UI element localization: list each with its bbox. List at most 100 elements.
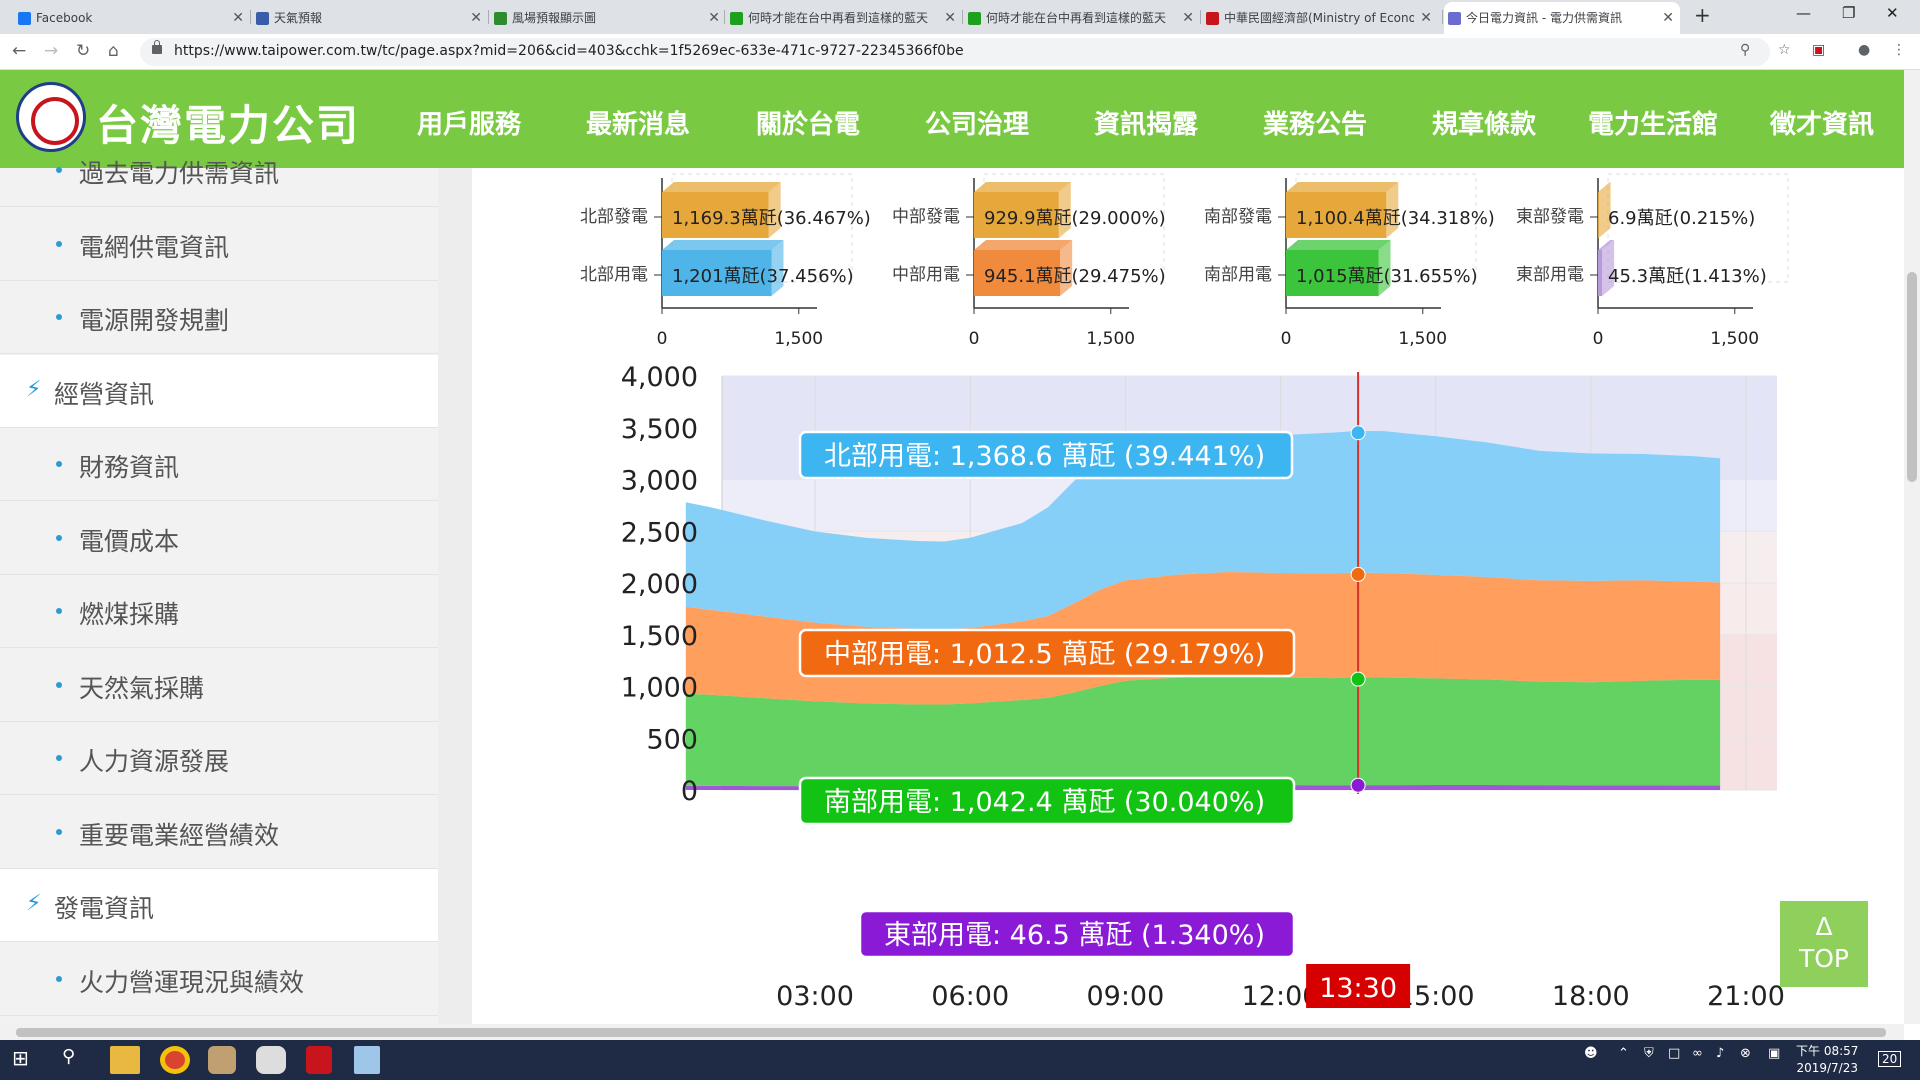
tab-close-icon[interactable]: ✕ [944, 10, 956, 26]
tab-close-icon[interactable]: ✕ [470, 10, 482, 26]
bar[interactable] [1286, 250, 1379, 296]
bullet-icon [56, 534, 62, 541]
tab-title: 天氣預報 [274, 11, 323, 25]
notification-center-icon[interactable]: 20 [1878, 1051, 1902, 1067]
bar[interactable] [662, 250, 772, 296]
new-tab-button[interactable]: + [1694, 3, 1711, 27]
sidebar-item[interactable]: 電網供電資訊 [0, 208, 438, 281]
sidebar-item[interactable]: 財務資訊 [0, 428, 438, 501]
profile-icon[interactable]: ● [1858, 42, 1871, 58]
volume-icon[interactable]: ♪ [1716, 1046, 1725, 1061]
browser-tab[interactable]: 何時才能在台中再看到這樣的藍天 ✕ [726, 2, 962, 34]
tab-favicon-icon [1448, 12, 1461, 25]
bar[interactable] [662, 192, 769, 238]
forward-icon[interactable]: → [44, 41, 59, 61]
bullet-icon [56, 461, 62, 467]
bar[interactable] [1598, 192, 1599, 238]
tab-close-icon[interactable]: ✕ [232, 10, 244, 26]
browser-tab[interactable]: Facebook ✕ [14, 2, 250, 34]
nav-menu-item[interactable]: 電力生活館 [1588, 110, 1719, 140]
tab-close-icon[interactable]: ✕ [1420, 10, 1432, 26]
network-icon[interactable]: ∞ [1692, 1046, 1703, 1061]
horizontal-scroll-thumb[interactable] [16, 1028, 1886, 1037]
app-icon[interactable] [306, 1046, 332, 1074]
vertical-scrollbar[interactable] [1904, 70, 1920, 1024]
nav-menu-item[interactable]: 最新消息 [586, 110, 691, 140]
nav-menu-item[interactable]: 業務公告 [1263, 110, 1368, 140]
x-tick-label: 18:00 [1552, 981, 1630, 1012]
ime-icon[interactable]: ▣ [1768, 1046, 1781, 1061]
app-icon[interactable] [208, 1046, 236, 1074]
tooltip-label: 南部用電: 1,042.4 萬瓩 (30.040%) [824, 787, 1265, 818]
sidebar-item[interactable]: 電價成本 [0, 502, 438, 575]
bar-3d-side [1602, 240, 1615, 296]
site-logo-text[interactable]: 台灣電力公司 [96, 101, 361, 150]
app-icon[interactable] [354, 1046, 380, 1074]
nav-menu-item[interactable]: 資訊揭露 [1094, 110, 1199, 140]
bar[interactable] [974, 192, 1059, 238]
sidebar-item[interactable]: 過去電力供需資訊 [0, 134, 438, 207]
sidebar-item-label: 電網供電資訊 [79, 232, 230, 262]
lightning-icon: ⚡ [26, 376, 42, 402]
file-explorer-icon[interactable] [110, 1046, 140, 1074]
sidebar-item-label: 火力營運現況與績效 [79, 967, 305, 997]
back-to-top-button[interactable]: Δ TOP [1780, 901, 1868, 987]
tab-favicon-icon [968, 12, 981, 25]
home-icon[interactable]: ⌂ [108, 41, 119, 61]
sidebar-item[interactable]: 燃煤採購 [0, 575, 438, 648]
browser-tab[interactable]: 何時才能在台中再看到這樣的藍天 ✕ [964, 2, 1200, 34]
area-series[interactable] [685, 676, 1721, 787]
nav-menu-item[interactable]: 徵才資訊 [1770, 110, 1875, 140]
tray-chevron-icon[interactable]: ⌃ [1618, 1046, 1629, 1061]
nav-menu-item[interactable]: 關於台電 [756, 110, 861, 140]
bar[interactable] [1286, 192, 1387, 238]
app-icon[interactable] [256, 1046, 286, 1074]
taskbar-clock[interactable]: 下午 08:57 2019/7/23 [1796, 1043, 1858, 1077]
nav-menu-item[interactable]: 用戶服務 [417, 110, 522, 140]
bar-data-label: 45.3萬瓩(1.413%) [1608, 266, 1767, 287]
tab-close-icon[interactable]: ✕ [1182, 10, 1194, 26]
url-bar[interactable]: https://www.taipower.com.tw/tc/page.aspx… [140, 38, 1770, 66]
y-tick-label: 500 [646, 724, 698, 755]
maximize-icon[interactable]: ❐ [1842, 4, 1856, 22]
minimize-icon[interactable]: — [1796, 4, 1811, 22]
nav-menu-item[interactable]: 規章條款 [1432, 110, 1537, 140]
zoom-icon[interactable]: ⚲ [1740, 42, 1751, 58]
shield-icon[interactable]: ⛨ [1644, 1046, 1654, 1061]
person-icon[interactable]: ☻ [1584, 1046, 1598, 1061]
nav-menu-item[interactable]: 公司治理 [925, 110, 1030, 140]
vertical-scroll-thumb[interactable] [1907, 272, 1917, 482]
back-icon[interactable]: ← [12, 41, 27, 61]
tab-close-icon[interactable]: ✕ [1662, 10, 1674, 26]
sidebar-item[interactable]: 人力資源發展 [0, 722, 438, 795]
tab-close-icon[interactable]: ✕ [708, 10, 720, 26]
x-tick-label: 1,500 [1710, 329, 1759, 349]
chrome-icon[interactable] [160, 1046, 190, 1074]
search-icon[interactable]: ⚲ [62, 1046, 76, 1067]
bar-data-label: 1,169.3萬瓩(36.467%) [672, 208, 871, 229]
mute-icon[interactable]: ⊗ [1740, 1046, 1751, 1061]
sidebar-category[interactable]: ⚡ 經營資訊 [0, 354, 438, 428]
bookmark-star-icon[interactable]: ☆ [1778, 42, 1791, 58]
browser-tab[interactable]: 今日電力資訊 - 電力供需資訊 ✕ [1444, 2, 1680, 34]
tab-favicon-icon [18, 12, 31, 25]
browser-tab[interactable]: 風場預報顯示圖 ✕ [490, 2, 726, 34]
windows-start-icon[interactable]: ⊞ [12, 1046, 29, 1070]
reload-icon[interactable]: ↻ [76, 41, 91, 61]
sidebar-item[interactable]: 天然氣採購 [0, 649, 438, 722]
x-tick-label: 1,500 [1086, 329, 1135, 349]
sidebar-item[interactable]: 重要電業經營績效 [0, 796, 438, 869]
browser-tab[interactable]: 中華民國經濟部(Ministry of Economic Affairs) ✕ [1202, 2, 1438, 34]
area-series[interactable] [685, 430, 1721, 630]
browser-tab[interactable]: 天氣預報 ✕ [252, 2, 488, 34]
sidebar-category[interactable]: ⚡ 發電資訊 [0, 869, 438, 942]
sidebar-item[interactable]: 火力營運現況與績效 [0, 943, 438, 1016]
close-window-icon[interactable]: ✕ [1886, 4, 1899, 22]
browser-menu-icon[interactable]: ⋮ [1892, 42, 1906, 58]
bar[interactable] [974, 250, 1061, 296]
bar[interactable] [1598, 250, 1603, 296]
extension-icon[interactable]: ▣ [1812, 42, 1826, 58]
taipower-logo-icon[interactable] [16, 82, 86, 152]
battery-icon[interactable]: □ [1668, 1046, 1681, 1061]
sidebar-item[interactable]: 電源開發規劃 [0, 281, 438, 354]
